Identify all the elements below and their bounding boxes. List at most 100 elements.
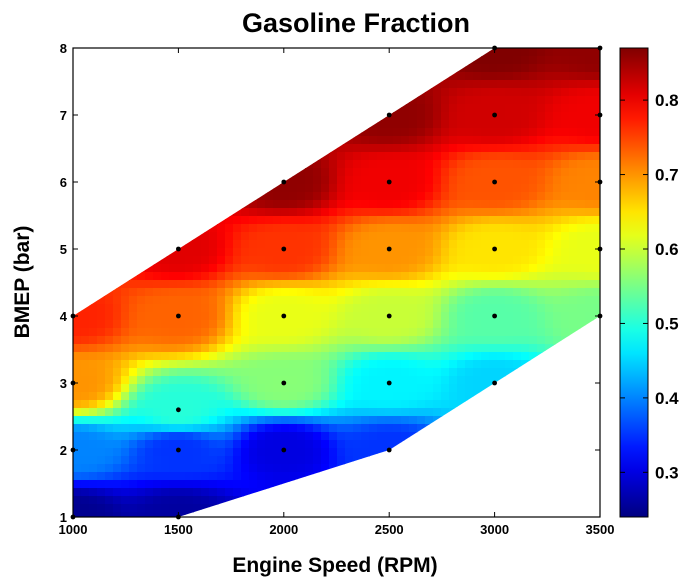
heatmap-cell: [505, 72, 514, 81]
heatmap-cell: [457, 416, 466, 425]
heatmap-cell: [401, 312, 410, 321]
heatmap-cell: [481, 448, 490, 457]
heatmap-cell: [513, 448, 522, 457]
heatmap-cell: [417, 480, 426, 489]
heatmap-cell: [177, 288, 186, 297]
heatmap-cell: [329, 448, 338, 457]
heatmap-cell: [81, 352, 90, 361]
heatmap-cell: [217, 208, 226, 217]
heatmap-cell: [161, 136, 170, 145]
heatmap-cell: [537, 480, 546, 489]
heatmap-cell: [153, 368, 162, 377]
heatmap-cell: [113, 136, 122, 145]
heatmap-cell: [273, 416, 282, 425]
heatmap-cell: [409, 472, 418, 481]
heatmap-cell: [73, 360, 82, 369]
heatmap-cell: [521, 392, 530, 401]
heatmap-cell: [129, 336, 138, 345]
heatmap-cell: [401, 152, 410, 161]
heatmap-cell: [473, 48, 482, 57]
heatmap-cell: [177, 360, 186, 369]
heatmap-cell: [233, 176, 242, 185]
heatmap-cell: [361, 152, 370, 161]
heatmap-cell: [105, 360, 114, 369]
heatmap-cell: [289, 256, 298, 265]
heatmap-cell: [577, 104, 586, 113]
heatmap-cell: [97, 488, 106, 497]
heatmap-cell: [281, 88, 290, 97]
heatmap-cell: [441, 280, 450, 289]
heatmap-cell: [161, 416, 170, 425]
heatmap-cell: [529, 264, 538, 273]
measured-point: [386, 246, 392, 252]
heatmap-cell: [209, 168, 218, 177]
heatmap-cell: [545, 152, 554, 161]
heatmap-cell: [385, 336, 394, 345]
heatmap-cell: [353, 384, 362, 393]
heatmap-cell: [153, 312, 162, 321]
heatmap-cell: [505, 440, 514, 449]
heatmap-cell: [569, 488, 578, 497]
heatmap-cell: [361, 216, 370, 225]
heatmap-cell: [441, 312, 450, 321]
heatmap-cell: [289, 264, 298, 273]
heatmap-cell: [305, 136, 314, 145]
heatmap-cell: [289, 48, 298, 57]
heatmap-cell: [145, 64, 154, 73]
heatmap-cell: [321, 80, 330, 89]
heatmap-cell: [137, 448, 146, 457]
heatmap-cell: [481, 200, 490, 209]
heatmap-cell: [545, 320, 554, 329]
heatmap-cell: [537, 440, 546, 449]
heatmap-cell: [249, 384, 258, 393]
heatmap-cell: [433, 256, 442, 265]
heatmap-cell: [345, 456, 354, 465]
heatmap-cell: [385, 248, 394, 257]
heatmap-cell: [337, 280, 346, 289]
heatmap-cell: [193, 344, 202, 353]
heatmap-cell: [129, 504, 138, 513]
heatmap-cell: [569, 208, 578, 217]
heatmap-cell: [137, 416, 146, 425]
heatmap-cell: [201, 328, 210, 337]
heatmap-cell: [465, 496, 474, 505]
heatmap-cell: [345, 320, 354, 329]
heatmap-cell: [585, 120, 594, 129]
heatmap-cell: [409, 88, 418, 97]
heatmap-cell: [241, 120, 250, 129]
heatmap-cell: [281, 120, 290, 129]
heatmap-cell: [329, 368, 338, 377]
heatmap-cell: [249, 424, 258, 433]
heatmap-cell: [289, 64, 298, 73]
heatmap-cell: [393, 48, 402, 57]
heatmap-cell: [561, 416, 570, 425]
heatmap-cell: [249, 112, 258, 121]
heatmap-cell: [553, 424, 562, 433]
heatmap-cell: [185, 208, 194, 217]
heatmap-cell: [305, 288, 314, 297]
heatmap-cell: [249, 432, 258, 441]
heatmap-cell: [313, 176, 322, 185]
heatmap-cell: [577, 64, 586, 73]
heatmap-cell: [521, 272, 530, 281]
heatmap-cell: [145, 328, 154, 337]
heatmap-cell: [497, 56, 506, 65]
heatmap-cell: [561, 80, 570, 89]
heatmap-cell: [553, 248, 562, 257]
heatmap-cell: [521, 136, 530, 145]
heatmap-cell: [473, 96, 482, 105]
heatmap-cell: [289, 384, 298, 393]
heatmap-cell: [569, 416, 578, 425]
heatmap-cell: [241, 80, 250, 89]
heatmap-cell: [497, 272, 506, 281]
heatmap-cell: [121, 56, 130, 65]
heatmap-cell: [185, 400, 194, 409]
heatmap-cell: [241, 328, 250, 337]
heatmap-cell: [105, 432, 114, 441]
heatmap-cell: [369, 232, 378, 241]
heatmap-cell: [209, 240, 218, 249]
heatmap-cell: [81, 280, 90, 289]
heatmap-cell: [545, 120, 554, 129]
heatmap-cell: [569, 160, 578, 169]
heatmap-cell: [513, 72, 522, 81]
